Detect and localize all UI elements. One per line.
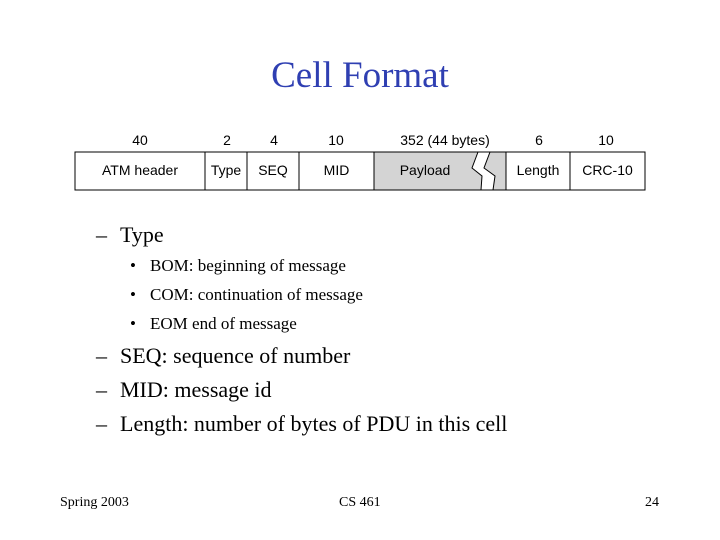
field-atm-header: ATM header [102, 162, 178, 178]
bullet-type: – Type [96, 221, 164, 249]
cell-outline [74, 151, 646, 191]
dot-marker: • [130, 285, 136, 304]
slide-title: Cell Format [271, 55, 449, 96]
field-payload: Payload [399, 162, 451, 178]
field-width-payload: 352 (44 bytes) [400, 132, 490, 148]
payload-break-gap [472, 152, 495, 190]
dash-marker: – [96, 343, 107, 368]
bullet-text: SEQ: sequence of number [120, 343, 351, 368]
bullet-text: MID: message id [120, 377, 272, 402]
field-width-type: 2 [223, 132, 231, 148]
field-crc: CRC-10 [582, 162, 633, 178]
dash-marker: – [96, 377, 107, 402]
footer-date: Spring 2003 [60, 495, 129, 510]
bullet-bom: • BOM: beginning of message [130, 255, 346, 277]
field-mid: MID [323, 162, 350, 178]
bullet-text: BOM: beginning of message [150, 256, 346, 275]
bullet-seq: – SEQ: sequence of number [96, 342, 350, 370]
payload-break-right-edge [483, 151, 496, 191]
field-width-crc: 10 [598, 132, 614, 148]
dash-marker: – [96, 222, 107, 247]
field-width-length: 6 [535, 132, 543, 148]
bullet-eom: • EOM end of message [130, 313, 297, 335]
dot-marker: • [130, 314, 136, 333]
footer-course: CS 461 [339, 495, 381, 510]
bullet-text: Type [120, 222, 164, 247]
bullet-length: – Length: number of bytes of PDU in this … [96, 410, 507, 438]
field-width-atm-header: 40 [132, 132, 148, 148]
field-length: Length [516, 162, 560, 178]
footer-page-number: 24 [645, 495, 659, 510]
bullet-text: EOM end of message [150, 314, 297, 333]
field-type: Type [210, 162, 242, 178]
field-width-seq: 4 [270, 132, 278, 148]
dash-marker: – [96, 411, 107, 436]
bullet-text: COM: continuation of message [150, 285, 363, 304]
bullet-text: Length: number of bytes of PDU in this c… [120, 411, 508, 436]
bullet-com: • COM: continuation of message [130, 284, 363, 306]
field-width-mid: 10 [328, 132, 344, 148]
field-seq: SEQ [258, 162, 288, 178]
dot-marker: • [130, 256, 136, 275]
bullet-mid: – MID: message id [96, 376, 272, 404]
payload-break-left-edge [471, 151, 483, 191]
